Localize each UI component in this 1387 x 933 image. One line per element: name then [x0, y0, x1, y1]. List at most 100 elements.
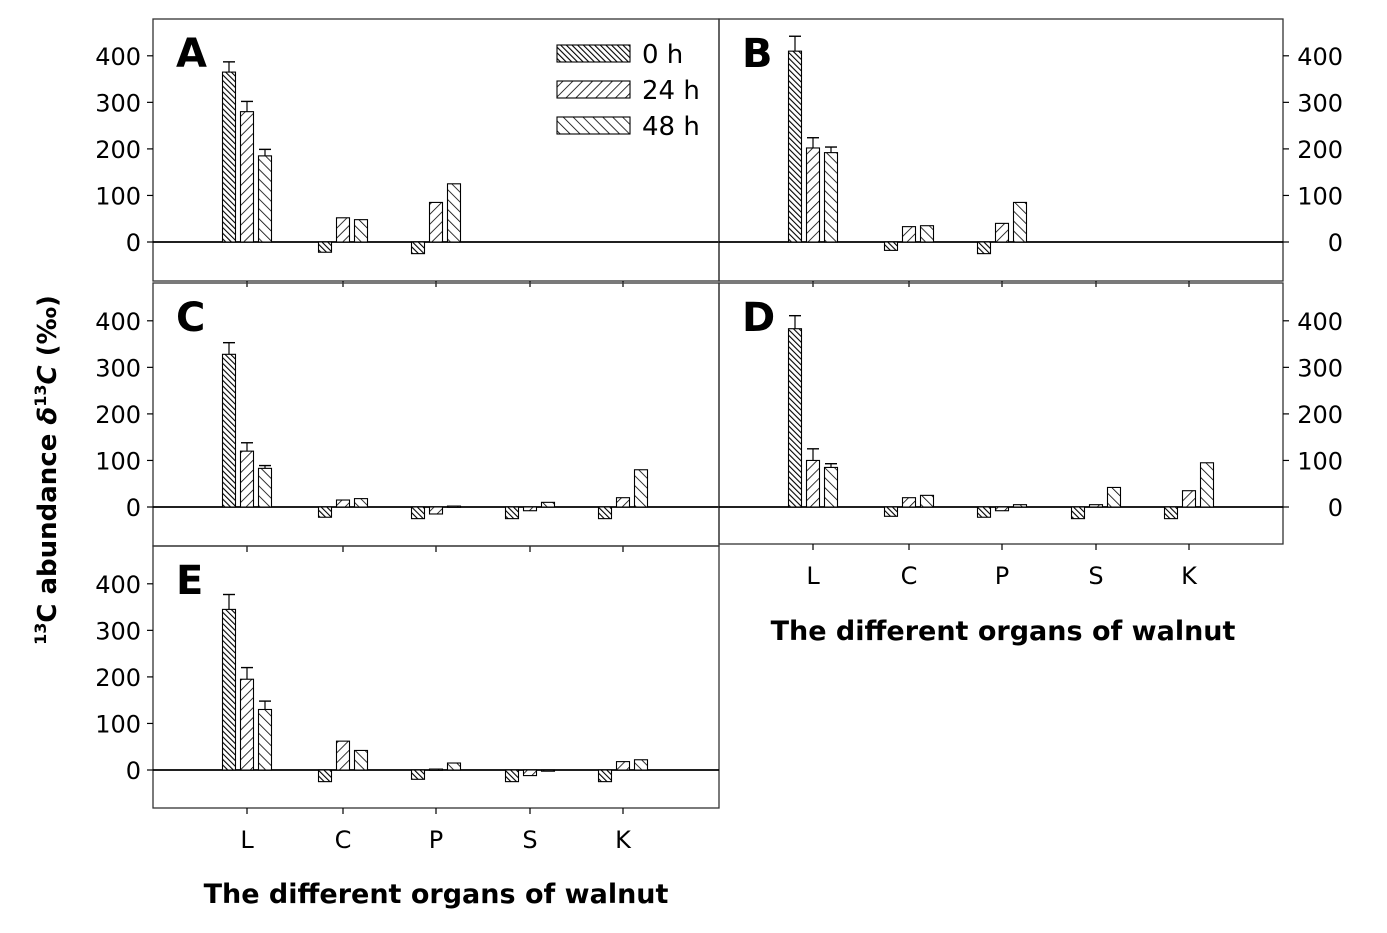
ylabel-sup: 13: [31, 623, 50, 645]
bar-b-c-s1: [901, 226, 917, 243]
y-tick-label: 0: [126, 229, 141, 257]
panel-c: 0 100 200 300 400 C: [95, 282, 720, 552]
bar-a-p-s1: [428, 201, 444, 243]
y-tick-label: 400: [1297, 43, 1343, 71]
bar-b-c-s2: [919, 225, 935, 243]
legend-label: 0 h: [642, 40, 683, 70]
y-tick-label: 300: [95, 354, 141, 382]
bar-b-p-s1: [994, 222, 1010, 243]
panel-a: 0 100 200 300 400 A: [95, 18, 720, 287]
legend-swatch: [556, 44, 631, 63]
bar-e-s-s0: [504, 769, 520, 783]
category-label: K: [615, 826, 632, 854]
bar-a-p-s2: [446, 183, 462, 243]
category-label: P: [995, 562, 1009, 590]
bar-d-k-s2: [1199, 462, 1215, 508]
panel-letter: C: [176, 295, 205, 341]
bar-e-p-s2: [446, 762, 462, 771]
bar-c-p-s1: [428, 506, 444, 515]
bar-c-l-s2: [257, 467, 273, 508]
panel-letter: B: [742, 31, 773, 77]
bar-e-p-s1: [428, 768, 444, 771]
bar-d-c-s0: [883, 506, 899, 517]
bar-c-c-s2: [353, 498, 369, 508]
legend: 0 h 24 h 48 h: [556, 40, 700, 142]
bar-d-c-s2: [919, 494, 935, 508]
category-label: L: [806, 562, 820, 590]
bar-d-k-s0: [1163, 506, 1179, 520]
y-tick-label: 300: [1297, 354, 1343, 382]
panel-letter: E: [176, 558, 203, 604]
x-axis-label-left: The different organs of walnut: [204, 879, 669, 910]
bar-b-p-s2: [1012, 201, 1028, 243]
bar-b-l-s0: [787, 50, 803, 243]
bar-a-c-s0: [317, 241, 333, 253]
bar-d-s-s1: [1088, 504, 1104, 508]
y-tick-label: 200: [95, 136, 141, 164]
y-tick-label: 200: [1297, 401, 1343, 429]
category-label: C: [335, 826, 352, 854]
y-tick-label: 100: [95, 710, 141, 738]
y-tick-label: 100: [95, 447, 141, 475]
category-label: K: [1181, 562, 1198, 590]
y-tick-label: 100: [1297, 447, 1343, 475]
legend-swatch: [556, 116, 631, 135]
bar-c-c-s0: [317, 506, 333, 518]
y-axis-label: 13C abundance δ13C (‰): [31, 295, 63, 645]
panel-e: 0 100 200 300 400 L C P S K E: [95, 545, 720, 854]
ylabel-sup2: 13: [31, 384, 50, 406]
y-tick-label: 400: [1297, 308, 1343, 336]
y-tick-label: 300: [1297, 89, 1343, 117]
category-label: S: [1088, 562, 1103, 590]
y-tick-label: 300: [95, 617, 141, 645]
bar-d-s-s0: [1070, 506, 1086, 520]
bar-d-c-s1: [901, 497, 917, 508]
panel-frame: [718, 18, 1284, 282]
bar-c-s-s1: [522, 506, 538, 512]
ylabel-c: C: [33, 365, 63, 384]
bar-e-c-s1: [335, 740, 351, 771]
y-tick-label: 200: [95, 401, 141, 429]
bar-b-l-s1: [805, 147, 821, 243]
y-tick-label: 300: [95, 89, 141, 117]
y-tick-label: 100: [1297, 182, 1343, 210]
bar-b-p-s0: [976, 241, 992, 255]
y-tick-label: 0: [126, 494, 141, 522]
bar-a-l-s1: [239, 111, 255, 243]
legend-label: 48 h: [642, 112, 700, 142]
bar-e-s-s2: [540, 769, 556, 772]
bar-e-s-s1: [522, 769, 538, 777]
bar-d-p-s1: [994, 506, 1010, 512]
bar-c-p-s0: [410, 506, 426, 520]
bar-c-l-s0: [221, 353, 237, 508]
bar-e-k-s0: [597, 769, 613, 783]
bar-a-l-s2: [257, 155, 273, 243]
bar-d-s-s2: [1106, 486, 1122, 508]
bar-e-l-s0: [221, 608, 237, 771]
bar-a-c-s2: [353, 219, 369, 243]
y-tick-label: 0: [126, 757, 141, 785]
category-label: L: [240, 826, 254, 854]
bar-e-c-s2: [353, 749, 369, 771]
bar-c-p-s2: [446, 505, 462, 508]
bar-d-l-s0: [787, 328, 803, 508]
bar-c-s-s0: [504, 506, 520, 520]
bar-a-c-s1: [335, 217, 351, 243]
bar-d-p-s0: [976, 506, 992, 518]
bar-b-l-s2: [823, 152, 839, 243]
bar-a-p-s0: [410, 241, 426, 255]
bar-e-c-s0: [317, 769, 333, 783]
bar-c-k-s0: [597, 506, 613, 520]
bar-c-c-s1: [335, 499, 351, 508]
bar-a-l-s0: [221, 71, 237, 243]
chart-panels: 0 100 200 300 400 A 0 100 200 300 400 B 0 100 200 300 40…: [95, 18, 1343, 854]
category-label: S: [522, 826, 537, 854]
panel-letter: D: [742, 295, 775, 341]
panel-d: 0 100 200 300 400 L C P S K D: [718, 282, 1343, 590]
bar-d-l-s2: [823, 466, 839, 508]
panel-frame: [718, 282, 1284, 545]
bar-c-s-s2: [540, 501, 556, 508]
y-tick-label: 200: [1297, 136, 1343, 164]
legend-swatch: [556, 80, 631, 99]
